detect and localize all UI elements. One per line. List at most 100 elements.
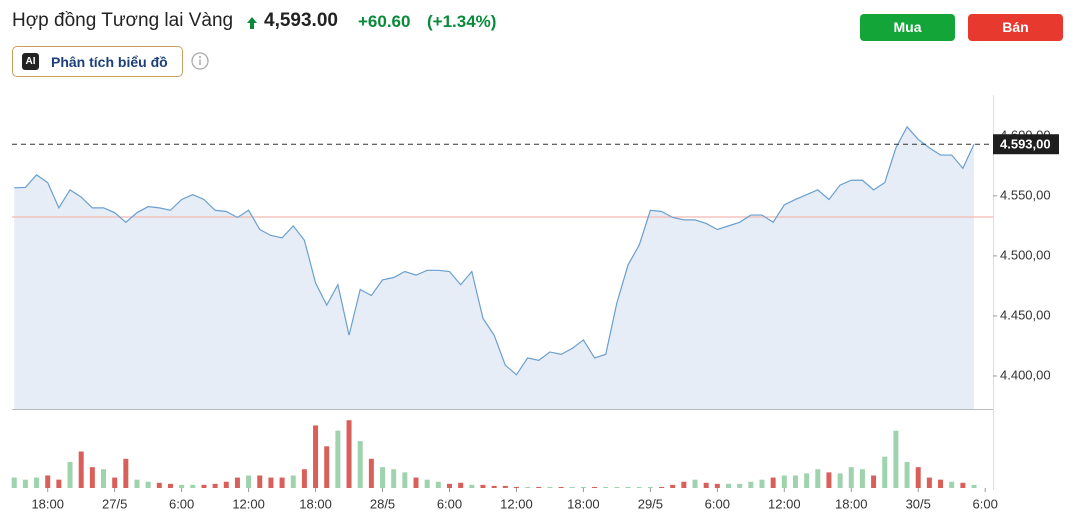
volume-bar <box>123 458 129 488</box>
volume-bar <box>893 430 899 488</box>
volume-bar <box>547 486 553 488</box>
volume-bar <box>346 420 352 488</box>
x-tick-label: 28/5 <box>370 496 395 511</box>
volume-bar <box>380 467 386 488</box>
volume-bar <box>279 477 285 488</box>
volume-bar <box>368 458 374 488</box>
buy-button[interactable]: Mua <box>860 14 955 41</box>
volume-bar <box>201 484 207 488</box>
volume-bar <box>837 473 843 488</box>
volume-bar <box>56 479 62 488</box>
volume-bar <box>446 483 452 488</box>
x-tick-label: 12:00 <box>232 496 265 511</box>
volume-bar <box>580 486 586 488</box>
x-tick-label: 18:00 <box>567 496 600 511</box>
volume-bar <box>770 477 776 488</box>
volume-bar <box>614 486 620 488</box>
ai-badge: AI <box>22 53 39 70</box>
x-tick-label: 6:00 <box>169 496 194 511</box>
volume-bar <box>904 461 910 488</box>
info-icon[interactable] <box>190 51 210 71</box>
volume-bar <box>469 484 475 488</box>
volume-bar <box>134 479 140 488</box>
volume-bar <box>525 486 531 488</box>
volume-bar <box>625 486 631 488</box>
price-line <box>14 125 975 376</box>
volume-bar <box>960 482 966 488</box>
volume-bar <box>391 469 397 488</box>
volume-bar <box>179 484 185 488</box>
volume-bar <box>647 486 653 488</box>
volume-bar <box>938 479 944 488</box>
volume-bar <box>703 482 709 488</box>
volume-bar <box>681 481 687 488</box>
volume-bar <box>145 481 151 488</box>
volume-bar <box>592 486 598 488</box>
volume-bar <box>223 481 229 488</box>
volume-bar <box>737 483 743 488</box>
volume-bar <box>781 475 787 488</box>
volume-bar <box>848 467 854 488</box>
volume-bar <box>491 485 497 488</box>
title: Hợp đồng Tương lai Vàng <box>12 10 234 31</box>
volume-bar <box>871 475 877 488</box>
volume-bar <box>926 477 932 488</box>
y-tick-label: 4.500,00 <box>1000 247 1051 262</box>
volume-bar <box>536 486 542 488</box>
volume-bar <box>112 477 118 488</box>
volume-bar <box>558 486 564 488</box>
price-area <box>14 126 975 410</box>
x-tick-label: 30/5 <box>906 496 931 511</box>
sell-button[interactable]: Bán <box>968 14 1063 41</box>
volume-bar <box>826 472 832 488</box>
volume-bar <box>659 486 665 488</box>
volume-bar <box>156 482 162 488</box>
volume-bar <box>45 475 51 488</box>
volume-bar <box>424 479 430 488</box>
volume-bar <box>882 456 888 488</box>
x-tick-label: 6:00 <box>973 496 998 511</box>
volume-bar <box>11 477 17 488</box>
volume-bar <box>290 475 296 488</box>
volume-bar <box>502 485 508 488</box>
analysis-label: Phân tích biểu đồ <box>51 54 168 70</box>
volume-bar <box>234 477 240 488</box>
x-tick-label: 27/5 <box>102 496 127 511</box>
volume-bar <box>268 477 274 488</box>
y-tick-label: 4.550,00 <box>1000 187 1051 202</box>
x-tick-label: 29/5 <box>638 496 663 511</box>
volume-bar <box>670 484 676 488</box>
volume-bar <box>34 477 40 488</box>
change-pct: (+1.34%) <box>427 12 497 31</box>
volume-bar <box>971 484 977 488</box>
volume-bar <box>513 486 519 488</box>
volume-bar <box>324 446 330 488</box>
volume-bar <box>78 451 84 488</box>
x-tick-label: 18:00 <box>835 496 868 511</box>
last-price-box <box>993 134 1059 155</box>
volume-bar <box>101 469 107 488</box>
volume-bar <box>335 430 341 488</box>
x-tick-label: 6:00 <box>437 496 462 511</box>
x-tick-label: 6:00 <box>705 496 730 511</box>
volume-bar <box>67 461 73 488</box>
x-tick-label: 18:00 <box>31 496 64 511</box>
volume-bar <box>89 467 95 488</box>
volume-bar <box>357 441 363 488</box>
volume-bar <box>413 477 419 488</box>
volume-bar <box>792 475 798 488</box>
x-tick-label: 12:00 <box>768 496 801 511</box>
y-tick-label: 4.400,00 <box>1000 367 1051 382</box>
volume-bar <box>257 475 263 488</box>
volume-bar <box>313 425 319 488</box>
volume-bar <box>480 484 486 488</box>
volume-bar <box>692 479 698 488</box>
volume-bar <box>569 486 575 488</box>
price: 4,593.00 <box>264 10 338 31</box>
last-price-label: 4.593,00 <box>1000 137 1051 152</box>
volume-bar <box>190 484 196 488</box>
analysis-button[interactable]: AI Phân tích biểu đồ <box>12 46 183 77</box>
volume-bar <box>949 481 955 488</box>
volume-bar <box>714 483 720 488</box>
